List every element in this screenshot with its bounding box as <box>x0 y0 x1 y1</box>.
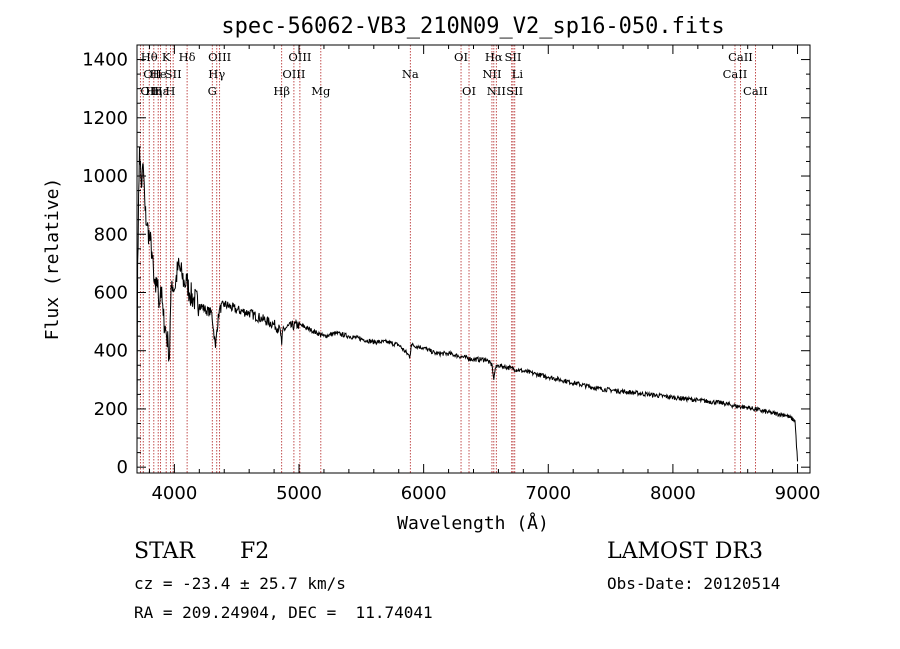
y-axis-ticks: 0 200 400 600 800 1000 1200 1400 <box>82 50 810 478</box>
spectral-line-labels: OII OII Hθ Hη He Hε K H SII Hδ G Hγ OIII Hβ OIII OIII Mg… <box>140 50 767 98</box>
x-axis-ticks: 4000 5000 6000 7000 8000 9000 <box>148 45 821 504</box>
survey-name: LAMOST DR3 <box>607 539 763 564</box>
spectral-line-label: Hη <box>145 84 162 98</box>
y-tick-label: 600 <box>94 282 128 303</box>
spectral-line-label: OIII <box>208 50 231 64</box>
spectral-line-label: SII <box>505 50 522 64</box>
spectral-line-label: Hδ <box>179 50 196 64</box>
spectral-line-label: Hγ <box>208 67 225 81</box>
object-class: STAR <box>134 539 195 564</box>
spectral-line-label: Hε <box>153 84 169 98</box>
spectral-line-label: K <box>162 50 171 64</box>
y-tick-label: 400 <box>94 341 128 362</box>
spectral-line-label: NII <box>482 67 501 81</box>
spectral-line-label: CaII <box>728 50 753 64</box>
spectral-line-label: He <box>150 67 167 81</box>
spectral-line-label: Hα <box>485 50 503 64</box>
y-tick-label: 200 <box>94 399 128 420</box>
x-tick-label: 4000 <box>151 483 197 504</box>
spectrum-series-line <box>136 146 798 462</box>
spectral-line-label: Hθ <box>141 50 158 64</box>
spectral-line-label: OI <box>462 84 476 98</box>
spectral-line-label: H <box>165 84 175 98</box>
y-tick-label: 800 <box>94 224 128 245</box>
y-tick-label: 1000 <box>82 166 128 187</box>
x-tick-label: 6000 <box>401 483 447 504</box>
y-tick-label: 1200 <box>82 108 128 129</box>
plot-frame <box>136 44 811 474</box>
spectral-line-label: CaII <box>743 84 768 98</box>
coordinates: RA = 209.24904, DEC = 11.74041 <box>134 603 433 622</box>
spectral-line-label: OII <box>140 84 159 98</box>
spectral-line-label: Na <box>402 67 419 81</box>
x-tick-label: 5000 <box>276 483 322 504</box>
spectral-line-label: SII <box>506 84 523 98</box>
spectral-line-label: Mg <box>311 84 331 98</box>
spectral-line-label: OI <box>454 50 468 64</box>
spectral-line-label: NII <box>487 84 506 98</box>
x-tick-label: 9000 <box>775 483 821 504</box>
redshift-velocity: cz = -23.4 ± 25.7 km/s <box>134 574 346 593</box>
x-tick-label: 7000 <box>525 483 571 504</box>
spectral-line-label: Li <box>512 67 524 81</box>
observation-date: Obs-Date: 20120514 <box>607 574 781 593</box>
spectral-line-label: OII <box>143 67 162 81</box>
spectral-line-label: SII <box>165 67 182 81</box>
spectral-line-label: OIII <box>288 50 311 64</box>
spectral-line-label: Hβ <box>273 84 290 98</box>
y-tick-label: 0 <box>117 457 128 478</box>
y-axis-label: Flux (relative) <box>42 178 63 341</box>
x-axis-label: Wavelength (Å) <box>397 512 549 534</box>
chart-title: spec-56062-VB3_210N09_V2_sp16-050.fits <box>221 14 724 39</box>
spectral-line-label: G <box>208 84 217 98</box>
object-subclass: F2 <box>240 539 270 564</box>
spectral-line-markers <box>139 45 756 473</box>
spectral-line-label: OIII <box>282 67 305 81</box>
x-tick-label: 8000 <box>650 483 696 504</box>
y-tick-label: 1400 <box>82 50 128 71</box>
spectral-line-label: CaII <box>723 67 748 81</box>
